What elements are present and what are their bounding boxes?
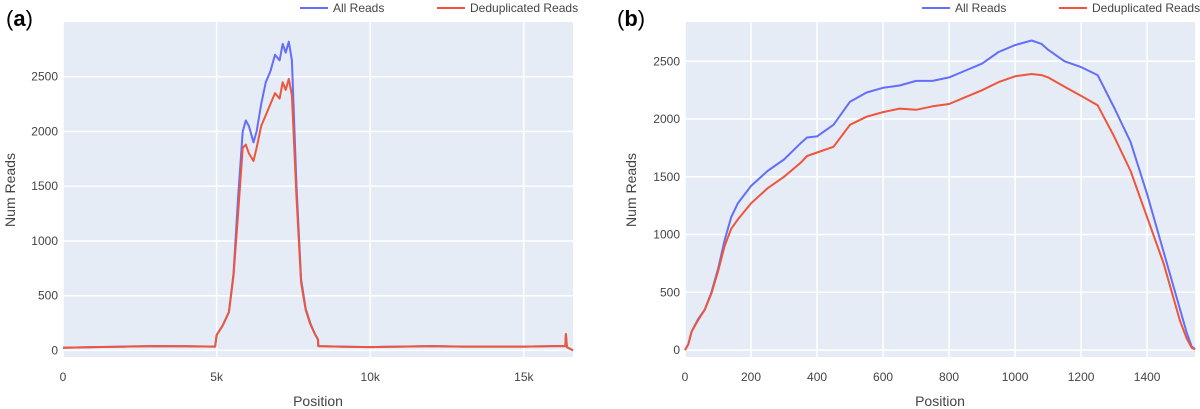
- panel-b-y-ticks: 0 500 1000 1500 2000 2500: [653, 54, 680, 357]
- panel-a-legend-label-dedup: Deduplicated Reads: [470, 1, 578, 15]
- panel-b-legend-label-all: All Reads: [955, 1, 1006, 15]
- panel-a-legend: All Reads Deduplicated Reads: [300, 1, 578, 15]
- panel-a-series-deduplicated-reads-line: [62, 77, 574, 352]
- panel-b-series-deduplicated-reads-line: [684, 73, 1196, 351]
- panel-b-y-tick-label: 1500: [653, 170, 680, 184]
- panel-a-label-open: (: [6, 6, 14, 31]
- panel-b-grid: [684, 22, 1195, 357]
- panel-a-label-letter: a: [13, 6, 26, 31]
- panel-b-x-tick-label: 600: [873, 370, 893, 384]
- panel-b-label-open: (: [617, 6, 625, 31]
- panel-a-legend-label-all: All Reads: [333, 1, 384, 15]
- panel-a-label-close: ): [26, 6, 33, 31]
- panel-b-x-tick-label: 1200: [1068, 370, 1095, 384]
- panel-b-label-close: ): [638, 6, 645, 31]
- panel-a-y-tick-label: 2000: [31, 124, 58, 138]
- panel-b-label-letter: b: [624, 6, 637, 31]
- panel-a-y-ticks: 0 500 1000 1500 2000 2500: [31, 70, 58, 358]
- panel-b-x-ticks: 0 200 400 600 800 1000 1200 1400: [682, 370, 1161, 384]
- panel-b-y-tick-label: 0: [673, 343, 680, 357]
- panel-b-x-tick-label: 1000: [1002, 370, 1029, 384]
- panel-a-y-tick-label: 2500: [31, 70, 58, 84]
- panel-b-series: [684, 39, 1196, 351]
- panel-a-x-tick-label: 10k: [361, 370, 381, 384]
- panel-a-y-tick-label: 1500: [31, 179, 58, 193]
- panel-b-y-tick-label: 2000: [653, 112, 680, 126]
- panel-b-x-axis-title: Position: [915, 393, 965, 409]
- panel-a-x-ticks: 0 5k 10k 15k: [60, 370, 535, 384]
- panel-b-label: (b): [617, 6, 645, 31]
- panel-a-x-axis-title: Position: [293, 393, 343, 409]
- panel-b: (b) 0 500 1000 1500 2000 2500 0 200 400 600 800 10…: [617, 1, 1200, 409]
- panel-a-plot-area: [63, 22, 573, 357]
- panel-a-y-tick-label: 0: [51, 343, 58, 357]
- panel-b-x-tick-label: 800: [939, 370, 959, 384]
- panel-a-series: [62, 40, 574, 352]
- panel-a: (a) 0 500 1000 1500 2000 2500 0 5k 10k 15k Posit…: [2, 1, 578, 409]
- panel-a-x-tick-label: 5k: [210, 370, 224, 384]
- panel-a-label: (a): [6, 6, 33, 31]
- panel-b-series-all-reads-line: [684, 39, 1196, 351]
- panel-b-y-tick-label: 1000: [653, 228, 680, 242]
- panel-b-x-tick-label: 1400: [1134, 370, 1161, 384]
- panel-b-plot-area: [685, 22, 1195, 357]
- panel-b-x-tick-label: 200: [741, 370, 761, 384]
- panel-b-x-tick-label: 400: [807, 370, 827, 384]
- panel-a-x-tick-label: 15k: [514, 370, 534, 384]
- panel-b-y-axis-title: Num Reads: [623, 153, 639, 227]
- panel-a-grid: [62, 22, 573, 357]
- panel-b-y-tick-label: 500: [660, 285, 680, 299]
- panel-b-legend: All Reads Deduplicated Reads: [922, 1, 1200, 15]
- panel-b-x-tick-label: 0: [682, 370, 689, 384]
- panel-a-y-tick-label: 1000: [31, 234, 58, 248]
- panel-b-y-tick-label: 2500: [653, 54, 680, 68]
- panel-b-legend-label-dedup: Deduplicated Reads: [1092, 1, 1200, 15]
- panel-a-y-axis-title: Num Reads: [2, 153, 18, 227]
- panel-a-y-tick-label: 500: [38, 289, 58, 303]
- panel-a-x-tick-label: 0: [60, 370, 67, 384]
